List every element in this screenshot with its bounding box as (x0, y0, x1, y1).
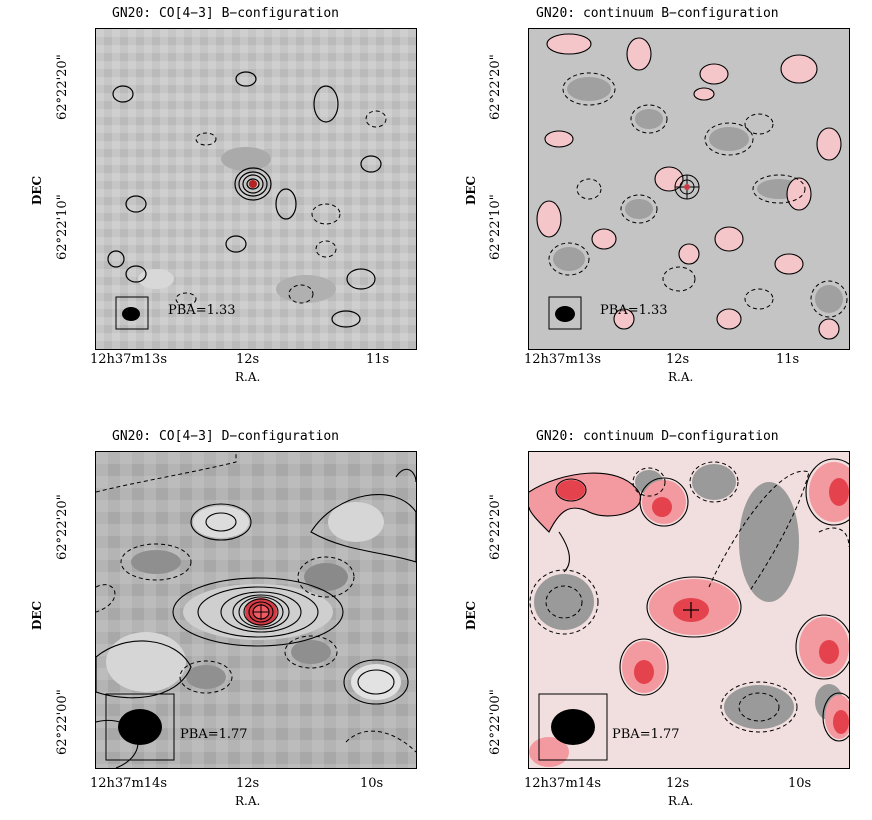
x-tick: 12s (236, 352, 260, 367)
panel-continuum-b-config: GN20: continuum B−configuration (436, 0, 872, 410)
pba-label: PBA=1.33 (600, 303, 668, 318)
x-tick: 12s (236, 776, 260, 791)
map-image (95, 451, 417, 769)
y-axis-label: DEC (464, 175, 478, 205)
co-b-map (96, 29, 416, 349)
co-d-map (96, 452, 416, 768)
pba-label: PBA=1.77 (612, 727, 680, 742)
y-tick: 62°22'00" (488, 689, 503, 755)
x-tick: 12h37m14s (524, 776, 601, 791)
panel-title: GN20: continuum B−configuration (536, 6, 779, 21)
pba-label: PBA=1.77 (180, 727, 248, 742)
continuum-b-map (529, 29, 849, 349)
y-tick: 62°22'20" (488, 54, 503, 120)
y-tick: 62°22'10" (55, 194, 70, 260)
x-axis-label: R.A. (668, 794, 694, 808)
x-axis-label: R.A. (235, 370, 261, 384)
x-tick: 11s (776, 352, 800, 367)
x-tick: 12s (666, 352, 690, 367)
x-axis-label: R.A. (235, 794, 261, 808)
panel-co-d-config: GN20: CO[4−3] D−configuration (0, 410, 436, 820)
x-tick: 11s (366, 352, 390, 367)
map-image (528, 451, 850, 769)
y-tick: 62°22'10" (488, 194, 503, 260)
x-tick: 12h37m13s (524, 352, 601, 367)
y-axis-label: DEC (464, 600, 478, 630)
panel-co-b-config: GN20: CO[4−3] B−configuration (0, 0, 436, 410)
y-axis-label: DEC (30, 600, 44, 630)
x-tick: 10s (360, 776, 384, 791)
panel-title: GN20: CO[4−3] D−configuration (112, 429, 339, 444)
map-image (95, 28, 417, 350)
y-tick: 62°22'20" (55, 494, 70, 560)
x-tick: 12h37m13s (90, 352, 167, 367)
panel-title: GN20: CO[4−3] B−configuration (112, 6, 339, 21)
continuum-d-map (529, 452, 849, 768)
x-tick: 12h37m14s (90, 776, 167, 791)
pba-label: PBA=1.33 (168, 303, 236, 318)
x-axis-label: R.A. (668, 370, 694, 384)
y-tick: 62°22'20" (55, 54, 70, 120)
panel-continuum-d-config: GN20: continuum D−configuration (436, 410, 872, 820)
y-axis-label: DEC (30, 175, 44, 205)
x-tick: 12s (666, 776, 690, 791)
y-tick: 62°22'00" (55, 689, 70, 755)
x-tick: 10s (788, 776, 812, 791)
map-image (528, 28, 850, 350)
y-tick: 62°22'20" (488, 494, 503, 560)
panel-title: GN20: continuum D−configuration (536, 429, 779, 444)
